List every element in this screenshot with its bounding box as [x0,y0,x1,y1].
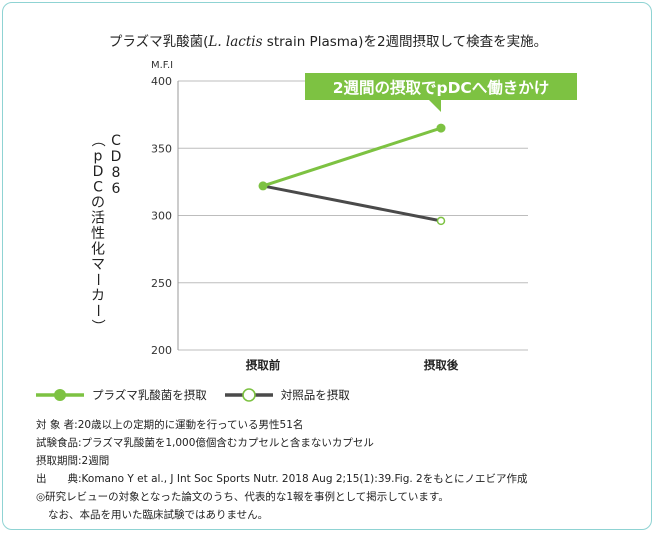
y-label-char: 8 [112,165,121,181]
title-suffix: strain Plasma)を2週間摂取して検査を実施。 [262,34,548,50]
note-source: 出 典:Komano Y et al., J Int Soc Sports Nu… [36,473,528,485]
y-label-char: 6 [112,181,121,197]
y-label-char: C [93,180,103,196]
legend-item-control: 対照品を摂取 [224,387,350,403]
series-line-0 [262,126,442,188]
y-label-char: カ [91,288,105,304]
title-species: L. lactis [208,34,263,50]
chart-title: プラズマ乳酸菌(L. lactis strain Plasma)を2週間摂取して… [0,30,656,50]
y-label-char: D [111,149,122,165]
data-point-start [258,181,268,191]
y-unit-label: M.F.I [151,60,173,71]
annotation-banner [305,73,577,100]
y-tick-label-200: 200 [151,344,172,357]
note-review: ◎研究レビューの対象となった論文のうち、代表的な1報を事例として掲示しています。 [36,491,449,503]
x-tick-label-0: 摂取前 [246,358,281,372]
y-label-char: 性 [91,226,105,242]
legend: プラズマ乳酸菌を摂取 対照品を摂取 [36,387,368,403]
note-test-food: 試験食品:プラズマ乳酸菌を1,000億個含むカプセルと含まないカプセル [36,437,374,449]
annotation-text: 2週間の摂取でpDCへ働きかけ [333,78,550,97]
y-label-char: ） [89,319,105,333]
legend-marker-control [224,388,273,402]
y-label-char: （ [89,133,105,147]
data-point-control-after [436,216,446,226]
legend-label-plasma: プラズマ乳酸菌を摂取 [92,388,207,402]
note-subjects: 対 象 者:20歳以上の定期的に運動を行っている男性51名 [36,419,304,431]
y-tick-label-250: 250 [151,277,172,290]
y-label-char: 化 [91,242,105,258]
y-tick-label-350: 350 [151,142,172,155]
note-period: 摂取期間:2週間 [36,455,110,467]
y-tick-label-300: 300 [151,210,172,223]
data-point-plasma-after [436,123,446,133]
y-tick-label-400: 400 [151,75,172,88]
y-label-char: 活 [91,211,105,227]
y-label-char: C [111,133,121,149]
note-disclaimer: なお、本品を用いた臨床試験ではありません。 [48,509,269,521]
study-notes: 対 象 者:20歳以上の定期的に運動を行っている男性51名 試験食品:プラズマ乳… [36,416,528,524]
y-label-char: マ [91,257,105,273]
legend-label-control: 対照品を摂取 [280,388,350,402]
annotation-pointer [429,100,441,112]
series-line-1 [262,184,442,223]
y-label-char: D [93,164,104,180]
y-label-char: ー [89,273,105,287]
x-tick-label-1: 摂取後 [424,358,459,372]
y-label-char: p [94,149,103,165]
legend-marker-plasma [36,389,84,401]
title-prefix: プラズマ乳酸菌( [108,34,209,50]
y-label-char: ー [89,304,105,318]
y-label-char: の [91,195,105,211]
legend-item-plasma: プラズマ乳酸菌を摂取 [36,387,207,403]
